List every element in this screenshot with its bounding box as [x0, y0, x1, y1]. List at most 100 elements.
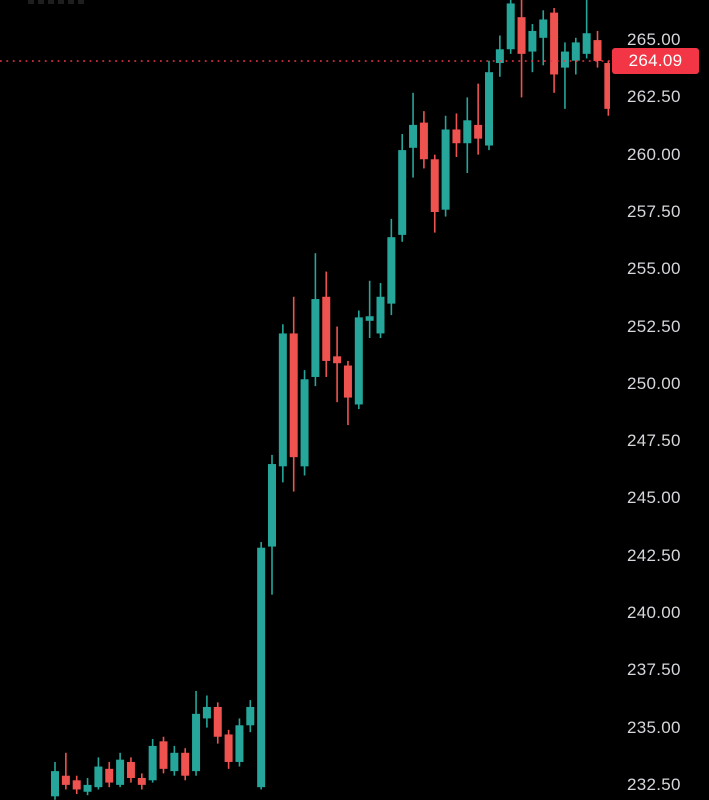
candle	[398, 134, 407, 242]
candle-body	[495, 49, 504, 64]
price-tick-label: 250.00	[627, 373, 681, 393]
candle-body	[192, 713, 201, 772]
candle	[137, 773, 146, 790]
price-tick-label: 255.00	[627, 259, 681, 279]
candle	[257, 541, 266, 790]
candle-body	[517, 17, 526, 54]
candle	[463, 97, 472, 174]
candle	[354, 310, 363, 410]
candle-body	[409, 124, 418, 148]
candle-body	[126, 761, 135, 778]
candle-body	[333, 356, 342, 364]
candle-body	[159, 741, 168, 769]
candle-body	[83, 784, 92, 792]
candle-body	[246, 706, 255, 726]
candle-body	[116, 759, 125, 785]
candle-body	[430, 159, 439, 212]
candle	[170, 745, 179, 776]
candle	[582, 0, 591, 59]
candle	[474, 83, 483, 155]
candle	[94, 757, 103, 790]
price-tick-label: 242.50	[627, 545, 681, 565]
candle	[571, 37, 580, 75]
candle	[333, 326, 342, 403]
price-tick-label: 252.50	[627, 316, 681, 336]
price-tick-label: 265.00	[627, 30, 681, 50]
candle	[268, 454, 276, 595]
candle	[430, 154, 439, 233]
candle-body	[463, 120, 472, 144]
candle	[51, 761, 59, 800]
candle-body	[202, 706, 211, 719]
candle	[300, 370, 309, 476]
candle	[593, 30, 602, 68]
candle-body	[550, 12, 559, 75]
candle	[604, 60, 610, 116]
price-tick-label: 247.50	[627, 431, 681, 451]
candle-body	[571, 42, 580, 61]
clipped-watermark	[28, 0, 86, 4]
candle-body	[170, 752, 179, 772]
candle	[441, 115, 450, 217]
candle-wick	[336, 326, 338, 403]
candle-body	[300, 379, 309, 467]
price-tick-label: 245.00	[627, 488, 681, 508]
price-tick-label: 262.50	[627, 87, 681, 107]
candle	[224, 729, 233, 769]
candle	[83, 778, 92, 796]
price-tick-label: 235.00	[627, 717, 681, 737]
candle-wick	[477, 83, 479, 155]
candle	[246, 700, 255, 733]
candle-body	[213, 706, 222, 737]
candle-wick	[368, 280, 371, 339]
candle	[181, 748, 190, 781]
last-price-label: 264.09	[612, 48, 699, 74]
candle-body	[94, 766, 103, 788]
candle-body	[387, 237, 396, 304]
candle	[311, 253, 320, 387]
candle	[159, 736, 168, 774]
candle-body	[582, 33, 591, 54]
price-tick-label: 240.00	[627, 603, 681, 622]
candle-body	[137, 778, 146, 785]
price-scale-axis[interactable]: 264.09 265.00 262.50 260.00 257.50 255.00 252…	[610, 0, 709, 800]
candle-body	[539, 19, 548, 38]
candle	[365, 280, 374, 339]
chart-area[interactable]	[0, 0, 610, 800]
candle-body	[278, 333, 287, 467]
candle-wick	[585, 0, 588, 59]
candle-body	[474, 124, 483, 139]
candle-body	[593, 40, 602, 61]
candle-body	[224, 734, 233, 762]
candle-body	[235, 725, 244, 762]
candle	[289, 296, 298, 492]
candle-body	[398, 150, 407, 235]
candle-body	[51, 771, 59, 797]
candle	[322, 271, 331, 377]
candle	[387, 218, 396, 316]
candle	[343, 360, 352, 426]
candle	[409, 92, 418, 178]
candle-wick	[564, 42, 566, 109]
candle-body	[268, 464, 276, 547]
candle	[126, 757, 135, 783]
candle-body	[354, 317, 363, 405]
candle	[560, 42, 569, 109]
candle-body	[257, 547, 266, 788]
candle	[517, 0, 526, 98]
candle	[419, 111, 428, 169]
candle	[213, 702, 222, 744]
candle	[495, 35, 504, 77]
candle	[506, 0, 515, 54]
candle-body	[528, 30, 537, 52]
candle	[485, 60, 493, 151]
candle	[72, 775, 81, 795]
candle	[550, 8, 559, 93]
candlestick-chart[interactable]	[0, 0, 610, 800]
price-tick-label: 237.50	[627, 660, 681, 680]
candle	[528, 24, 537, 73]
candle	[202, 695, 211, 728]
candle-body	[343, 365, 352, 398]
candle-body	[560, 51, 569, 68]
candle	[105, 761, 114, 788]
